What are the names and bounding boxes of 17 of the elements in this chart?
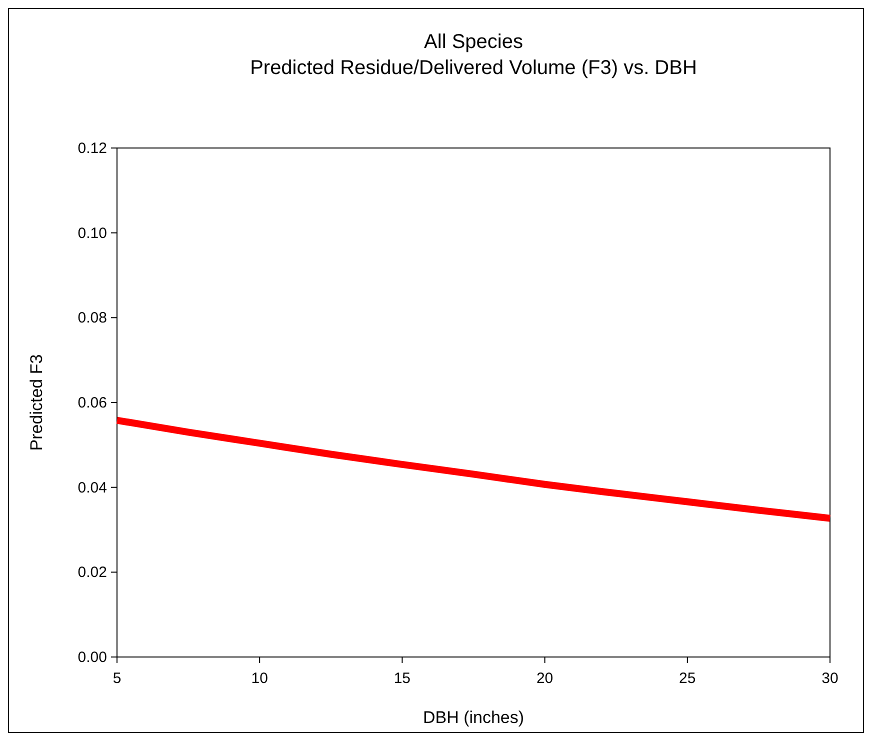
chart-title: All Species: [424, 31, 523, 53]
x-tick-label: 30: [822, 670, 838, 687]
y-tick-label: 0.10: [78, 224, 107, 242]
x-tick-label: 15: [394, 670, 411, 687]
x-tick-label: 10: [251, 670, 268, 687]
x-axis-title: DBH (inches): [422, 708, 524, 727]
y-axis-title: Predicted F3: [27, 354, 46, 451]
y-tick-label: 0.00: [78, 649, 107, 666]
x-tick-label: 20: [536, 670, 554, 687]
y-tick-label: 0.04: [78, 479, 107, 496]
x-tick-label: 5: [112, 670, 122, 687]
chart-subtitle: Predicted Residue/Delivered Volume (F3) vs. DBH: [250, 57, 697, 79]
y-tick-label: 0.06: [78, 394, 107, 412]
x-tick-label: 25: [679, 670, 696, 687]
y-tick-label: 0.12: [78, 140, 107, 157]
y-tick-label: 0.08: [78, 310, 107, 327]
y-tick-label: 0.02: [78, 564, 107, 582]
